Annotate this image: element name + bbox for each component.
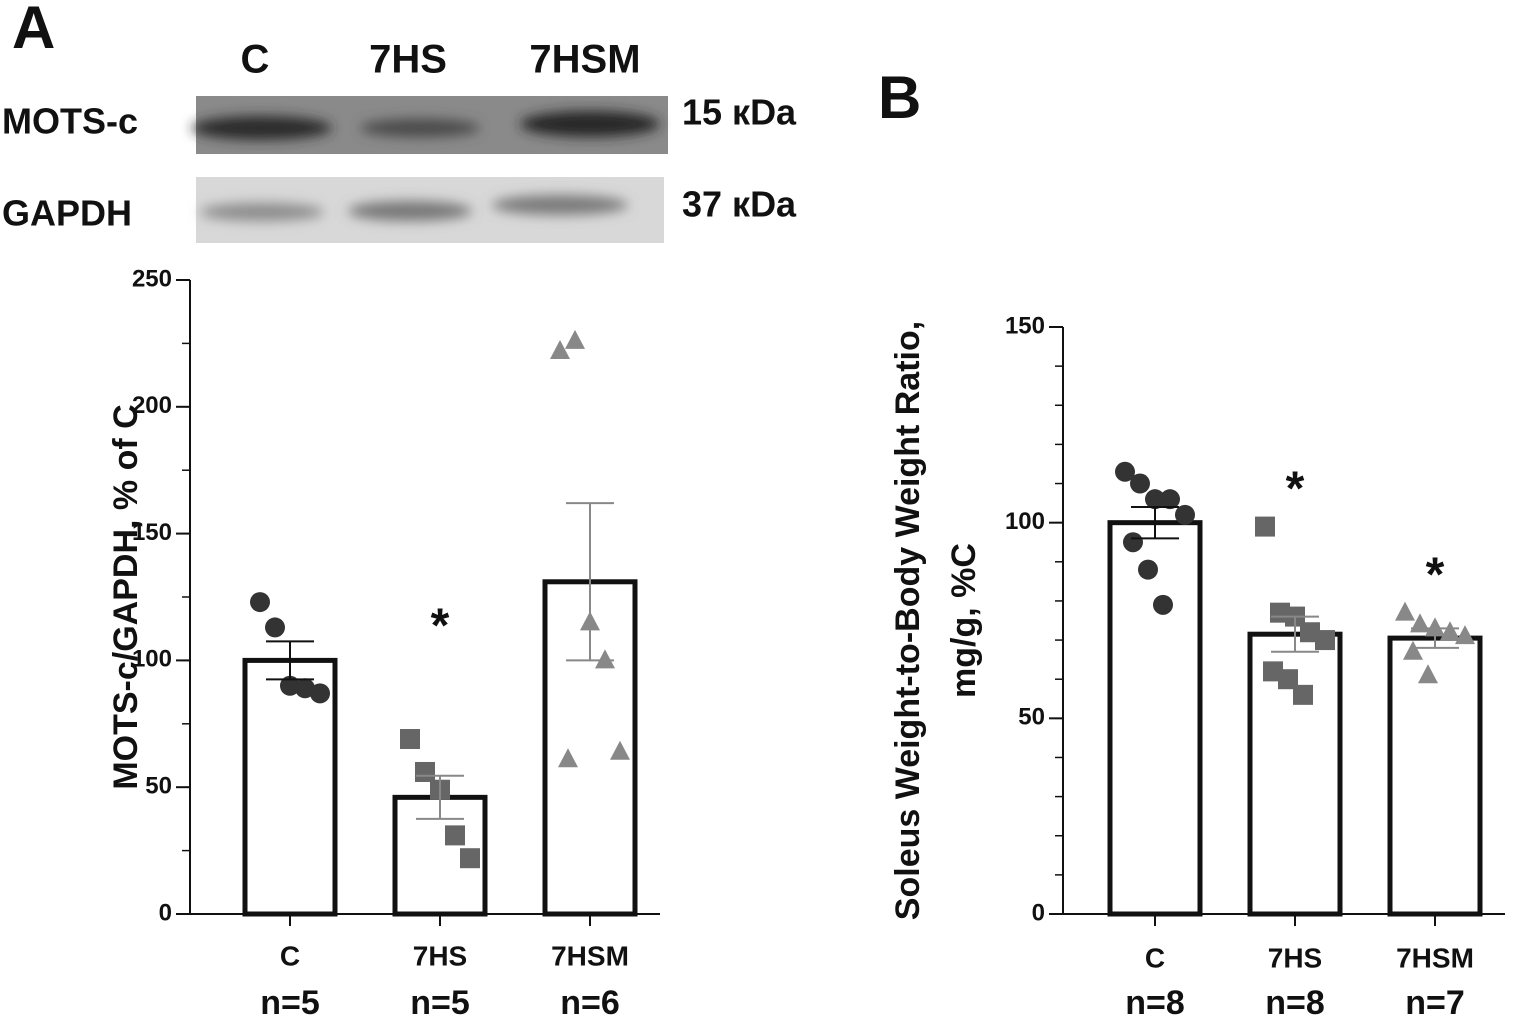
data-point [1403, 640, 1423, 660]
y-tick-label: 50 [145, 773, 172, 800]
data-point [1410, 613, 1430, 633]
data-point [445, 825, 465, 846]
y-tick-label: 0 [1032, 899, 1045, 926]
data-point [1395, 601, 1415, 621]
blot-mots-c [192, 96, 668, 154]
lane-label: 7HS [369, 38, 447, 82]
data-point [1278, 669, 1298, 690]
data-point [1440, 621, 1460, 641]
data-point [415, 761, 435, 782]
data-point [1123, 532, 1143, 553]
data-point [265, 617, 285, 638]
data-point [1160, 489, 1180, 510]
n-label: n=7 [1405, 984, 1465, 1021]
n-label: n=5 [410, 984, 470, 1021]
data-point [1418, 664, 1438, 684]
x-tick-label: C [280, 940, 300, 971]
blot-size-label: 15 кDa [682, 92, 797, 133]
blot-gapdh [196, 177, 664, 243]
blot-size-label: 37 кDa [682, 184, 797, 225]
n-label: n=6 [560, 984, 620, 1021]
n-label: n=5 [260, 984, 320, 1021]
y-tick-label: 100 [1005, 508, 1045, 535]
y-axis-label: mg/g, %C [945, 543, 983, 698]
y-axis-label: Soleus Weight-to-Body Weight Ratio, [889, 321, 927, 920]
data-point [550, 340, 570, 360]
data-point [280, 675, 300, 696]
x-tick-label: 7HS [413, 940, 467, 971]
n-label: n=8 [1125, 984, 1185, 1021]
lane-label: C [241, 38, 270, 82]
significance-marker: * [431, 600, 450, 653]
y-tick-label: 200 [132, 392, 172, 419]
bar [1107, 520, 1203, 917]
y-tick-label: 250 [132, 265, 172, 292]
n-label: n=8 [1265, 984, 1325, 1021]
lane-label: 7HSM [529, 38, 640, 82]
data-point [400, 729, 420, 750]
data-point [565, 329, 585, 349]
data-point [1293, 684, 1313, 705]
blot-row-label: MOTS-c [2, 101, 138, 142]
data-point [295, 678, 315, 699]
y-tick-label: 100 [132, 646, 172, 673]
y-tick-label: 150 [132, 519, 172, 546]
panel-label: A [12, 0, 55, 61]
x-tick-label: C [1145, 942, 1165, 973]
x-tick-label: 7HS [1268, 942, 1322, 973]
data-point [1130, 473, 1150, 494]
data-point [1425, 617, 1445, 637]
y-axis-label: MOTS-c/GAPDH, % of C [107, 404, 145, 789]
data-point [1115, 461, 1135, 482]
x-tick-label: 7HSM [1396, 942, 1474, 973]
y-tick-label: 150 [1005, 312, 1045, 339]
data-point [595, 649, 615, 669]
data-point [1145, 489, 1165, 510]
significance-marker: * [1286, 462, 1305, 515]
significance-marker: * [1426, 548, 1445, 601]
data-point [310, 683, 330, 704]
data-point [1175, 504, 1195, 525]
blot-row-label: GAPDH [2, 193, 132, 234]
data-point [250, 592, 270, 613]
data-point [1455, 625, 1475, 645]
y-tick-label: 50 [1018, 704, 1045, 731]
data-point [1315, 630, 1335, 651]
data-point [1138, 559, 1158, 580]
data-point [1255, 516, 1275, 537]
data-point [1153, 594, 1173, 615]
data-point [610, 740, 630, 760]
y-tick-label: 0 [159, 899, 172, 926]
panel-label: B [878, 64, 921, 131]
data-point [460, 848, 480, 869]
x-tick-label: 7HSM [551, 940, 629, 971]
data-point [558, 748, 578, 768]
